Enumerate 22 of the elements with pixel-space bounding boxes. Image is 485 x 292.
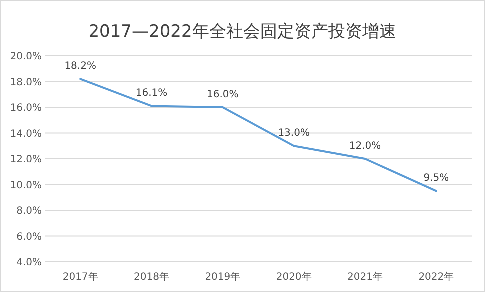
ytick: 14.0% [10, 128, 42, 140]
ytick: 20.0% [10, 52, 42, 62]
value-label: 12.0% [349, 141, 382, 152]
xtick: 2022年 [418, 272, 454, 283]
xtick: 2017年 [62, 272, 98, 283]
ytick: 18.0% [10, 77, 42, 88]
ytick: 12.0% [10, 154, 42, 166]
ytick: 8.0% [16, 206, 42, 217]
xtick: 2020年 [276, 272, 312, 283]
ytick: 6.0% [16, 232, 42, 243]
value-label: 18.2% [64, 61, 96, 72]
value-label: 13.0% [278, 128, 310, 140]
xtick: 2019年 [205, 272, 241, 283]
value-label: 16.1% [136, 88, 168, 100]
ytick: 4.0% [16, 258, 42, 268]
ytick: 10.0% [10, 180, 42, 192]
value-label: 9.5% [424, 173, 450, 184]
xtick: 2018年 [134, 272, 170, 283]
ytick: 16.0% [10, 103, 42, 114]
title: 2017—2022年全社会固定资产投资增速 [88, 22, 396, 42]
value-label: 16.0% [207, 90, 239, 100]
xtick: 2021年 [348, 272, 383, 283]
